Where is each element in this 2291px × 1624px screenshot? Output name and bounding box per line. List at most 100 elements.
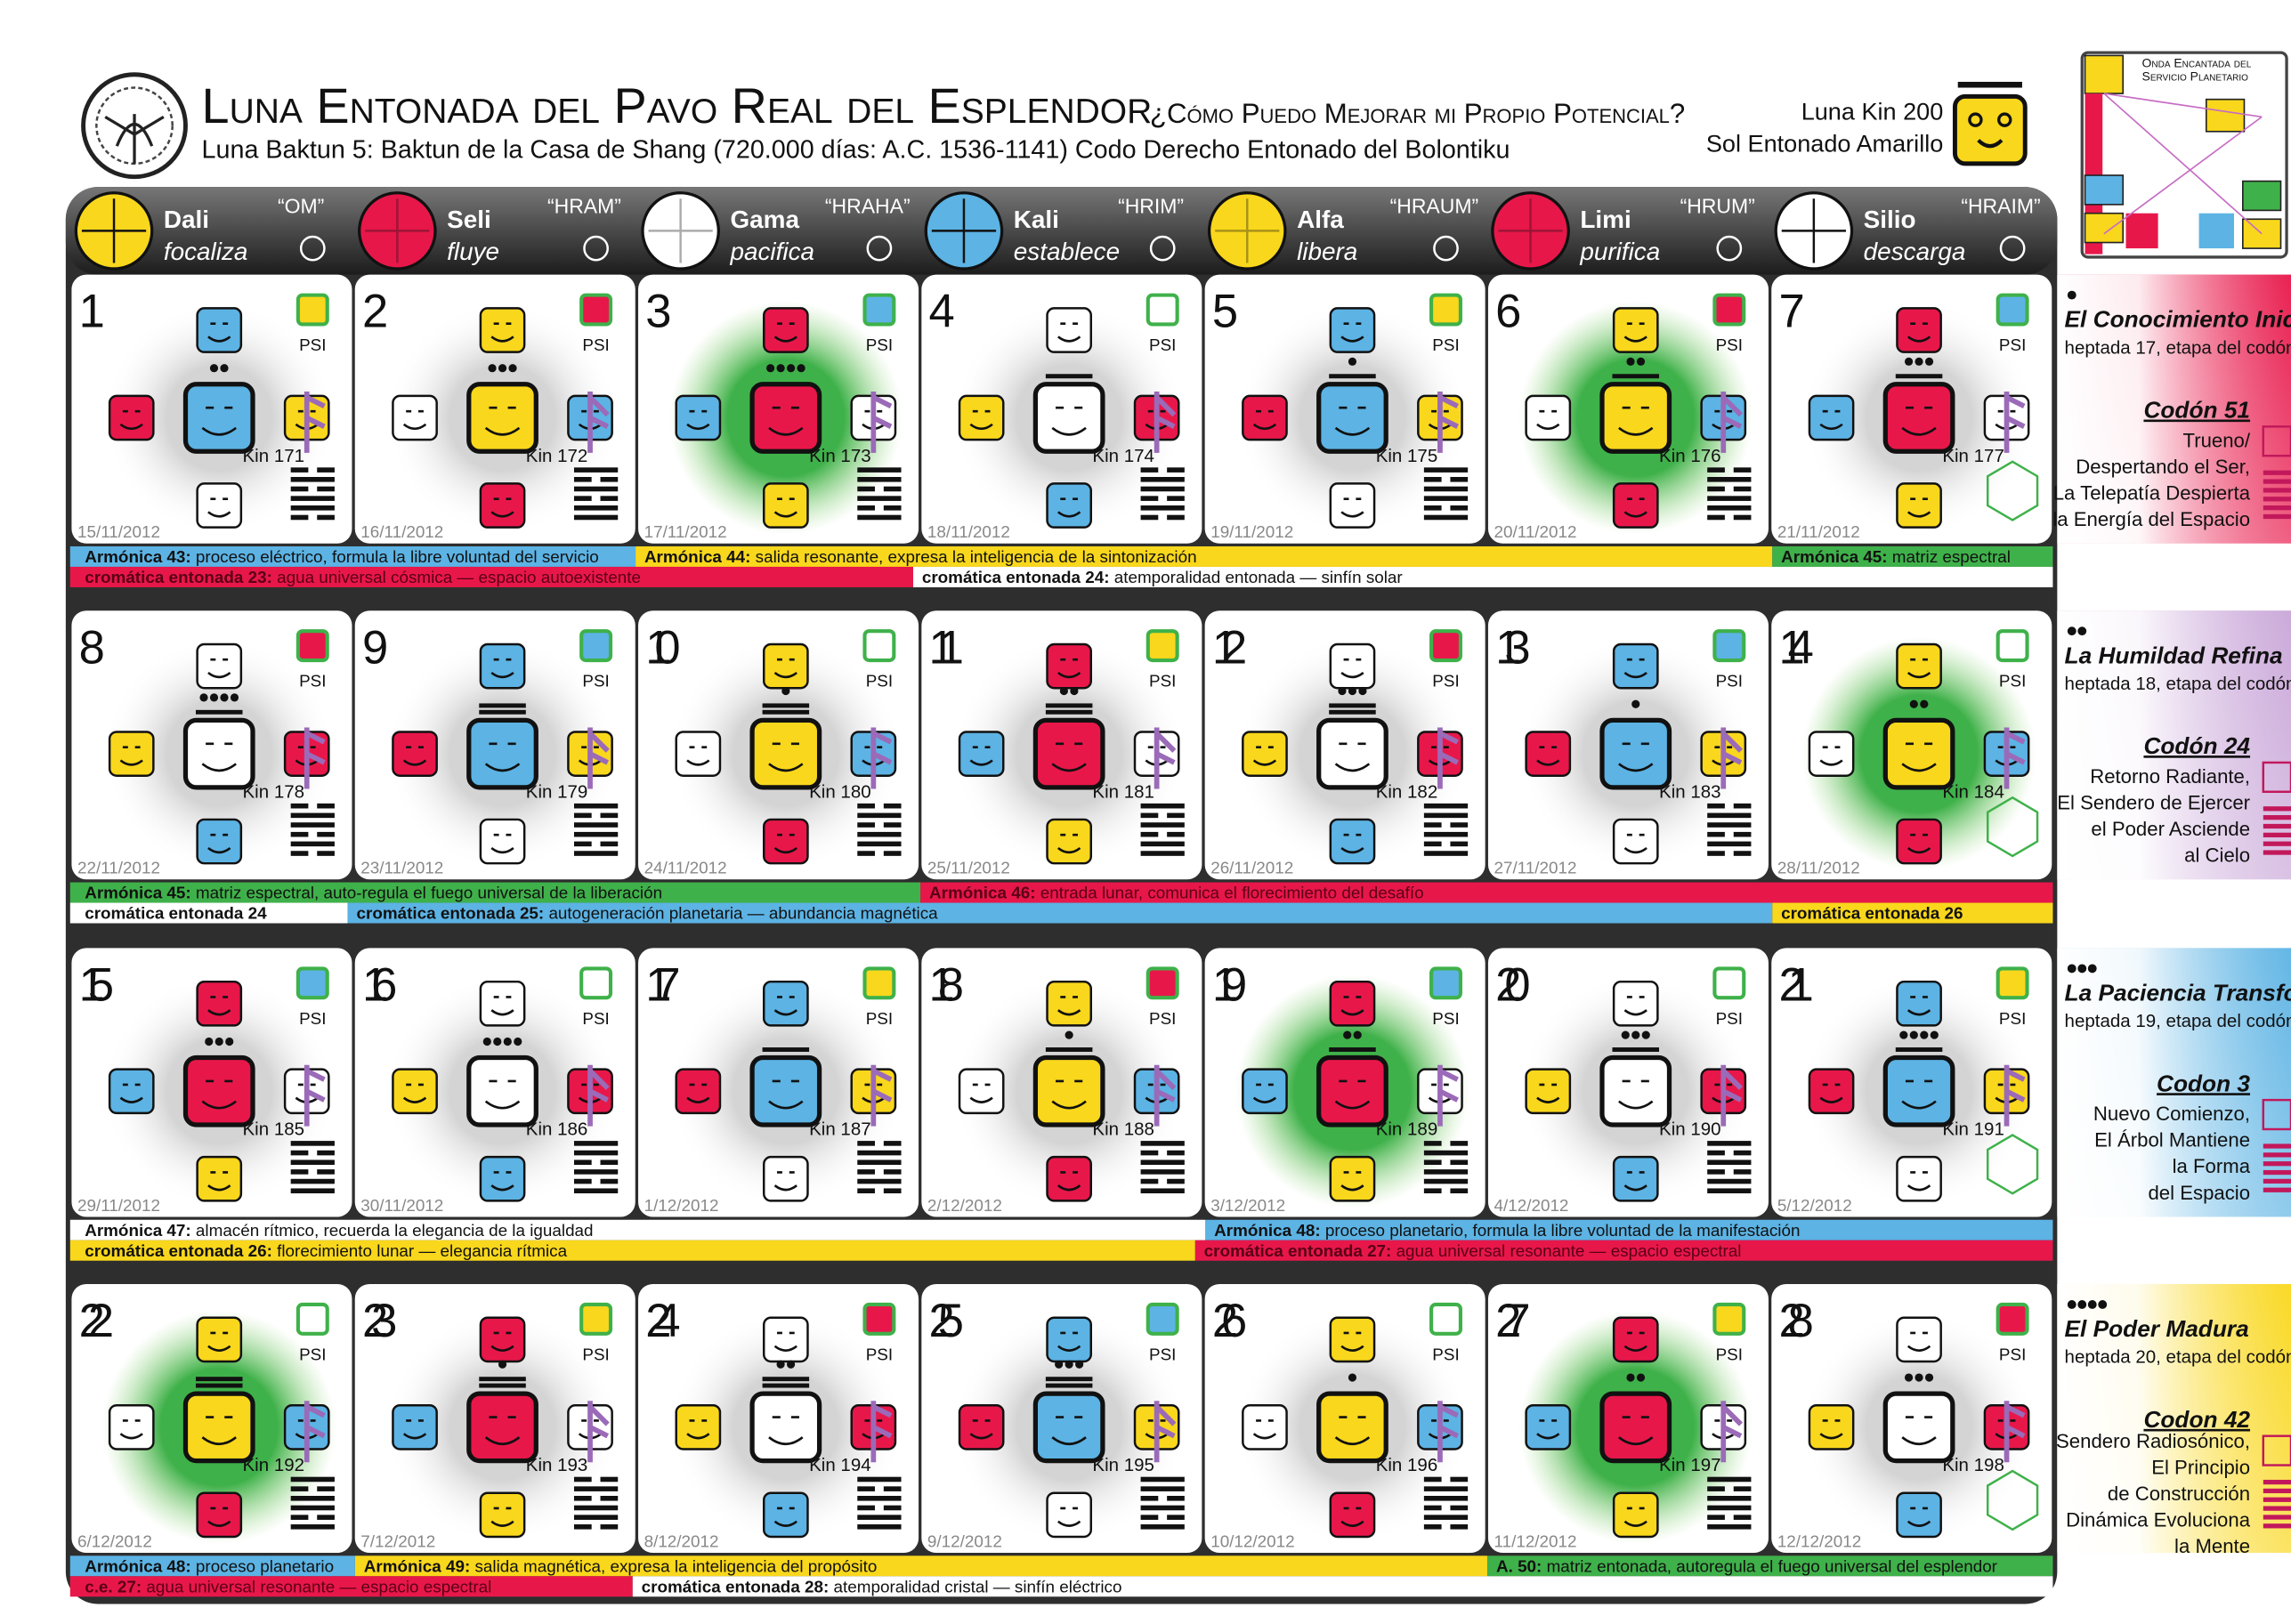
hexagram-line	[573, 1496, 592, 1501]
tone-bar	[195, 1377, 243, 1382]
antipode-glyph-detail	[402, 1419, 427, 1440]
kin-label: Kin 172	[526, 446, 588, 466]
guide-glyph	[1896, 642, 1942, 690]
occult-glyph-detail	[1623, 497, 1647, 518]
hexagram-line	[857, 467, 902, 473]
hexagram-line	[1733, 1515, 1752, 1520]
antipode-glyph-detail	[119, 409, 143, 431]
panel-title: El Poder Madura	[2065, 1315, 2249, 1342]
band-title: A. 50:	[1496, 1556, 1542, 1575]
date: 27/11/2012	[1494, 859, 1577, 877]
panel-heptada: heptada 20, etapa del codón	[2065, 1347, 2291, 1368]
tone	[1329, 357, 1376, 379]
hexagram-line	[290, 851, 309, 856]
band	[1487, 1555, 2053, 1577]
antipode-glyph-detail	[1536, 409, 1560, 431]
hexagram-line	[1167, 1150, 1185, 1156]
kin-label: Kin 191	[1942, 1119, 2004, 1140]
hexagram-line	[1423, 496, 1469, 501]
date: 15/11/2012	[77, 522, 160, 541]
plasma-icon-line	[1215, 198, 1280, 263]
tone	[488, 364, 517, 373]
psi-label: PSI	[582, 672, 609, 691]
antipode-glyph-detail	[686, 409, 710, 431]
hexagram-line	[857, 505, 875, 511]
antipode-glyph	[1808, 731, 1855, 777]
antipode-glyph	[1525, 394, 1572, 441]
occult-glyph	[196, 482, 243, 529]
tone-dot	[230, 693, 239, 702]
destiny-glyph	[182, 1391, 255, 1464]
band-desc: matriz espectral, auto-regula el fuego u…	[191, 884, 662, 902]
band-desc: autogeneración planetaria — abundancia m…	[544, 904, 938, 923]
tone-dot	[1626, 357, 1635, 366]
destiny-glyph	[182, 717, 255, 790]
occult-glyph-detail	[490, 1171, 514, 1192]
psi-label: PSI	[1999, 1009, 2026, 1028]
tone-dot	[488, 364, 497, 373]
panel-dot	[2087, 964, 2097, 974]
hexagram-line	[1140, 841, 1185, 847]
plasma-icon	[358, 191, 437, 271]
guide-glyph	[762, 980, 809, 1027]
tone-dot	[1909, 699, 1918, 708]
hexagram-line	[1733, 803, 1752, 809]
band-text: cromática entonada 27: agua universal re…	[1204, 1241, 1742, 1260]
plasma: Kali establece “HRIM”	[924, 191, 1184, 271]
hexagram-line	[1450, 477, 1469, 482]
antipode-glyph-detail	[1819, 1419, 1843, 1440]
occult-glyph	[1329, 818, 1376, 865]
tone	[205, 1037, 234, 1046]
tone	[762, 1047, 810, 1052]
hexagon	[1986, 796, 2039, 858]
tone	[195, 1377, 243, 1388]
sun-glyph	[1952, 81, 2028, 166]
antipode-glyph-detail	[969, 1419, 993, 1440]
day-cell: 7 Kin 177 PSI 21/11/2012	[1771, 274, 2052, 544]
band	[69, 545, 636, 567]
hexagram-line	[1707, 1150, 1725, 1156]
tone-bar	[479, 709, 526, 715]
day-number: 28	[1778, 1295, 1813, 1347]
day-cell: 4 Kin 174 PSI 18/11/2012	[921, 274, 1202, 544]
plasma-verb: purifica	[1579, 238, 1660, 265]
psi-glyph	[1996, 629, 2029, 663]
psi-glyph	[1712, 293, 1746, 327]
hexagram-line	[1140, 1496, 1159, 1501]
hexagram-line	[857, 1486, 875, 1491]
plasma: Alfa libera “HRAUM”	[1207, 191, 1478, 271]
band-desc: agua universal cósmica — espacio autoexi…	[272, 568, 641, 586]
band-title: c.e. 27:	[85, 1577, 142, 1596]
destiny-glyph	[1599, 717, 1672, 790]
plasma-icon-line	[81, 198, 147, 263]
band-text: Armónica 48: proceso planetario	[85, 1556, 334, 1575]
antipode-glyph-detail	[402, 1083, 427, 1103]
occult-glyph	[196, 818, 243, 865]
band	[69, 1240, 1195, 1261]
hexagram-line	[1140, 1150, 1159, 1156]
tone-dot	[1920, 1030, 1929, 1039]
plasma: Seli fluye “HRAM”	[358, 191, 621, 271]
destiny-glyph	[466, 1054, 538, 1127]
hexagram-line	[883, 1141, 902, 1146]
panel-hexagram	[2263, 1161, 2291, 1167]
hexagram-line	[573, 803, 619, 809]
rune	[1437, 1401, 1459, 1463]
tone-dot	[1631, 699, 1640, 708]
kin-label: Kin 189	[1376, 1119, 1438, 1140]
hexagram-line	[1140, 496, 1159, 501]
rune	[304, 391, 326, 453]
tone-bar	[1329, 374, 1376, 379]
rune	[1154, 727, 1177, 789]
destiny-glyph-detail	[1901, 1416, 1937, 1446]
occult-glyph	[762, 818, 809, 865]
guide-glyph-detail	[773, 322, 797, 343]
occult-glyph-detail	[1623, 1507, 1647, 1527]
band-title: Armónica 44:	[644, 547, 750, 566]
tone-bar	[1045, 1047, 1093, 1052]
rune	[587, 1064, 610, 1127]
antipode-glyph-detail	[686, 1083, 710, 1103]
hexagram-line	[1733, 486, 1752, 492]
psi-label: PSI	[1432, 672, 1459, 691]
destiny-glyph-detail	[201, 1079, 237, 1110]
